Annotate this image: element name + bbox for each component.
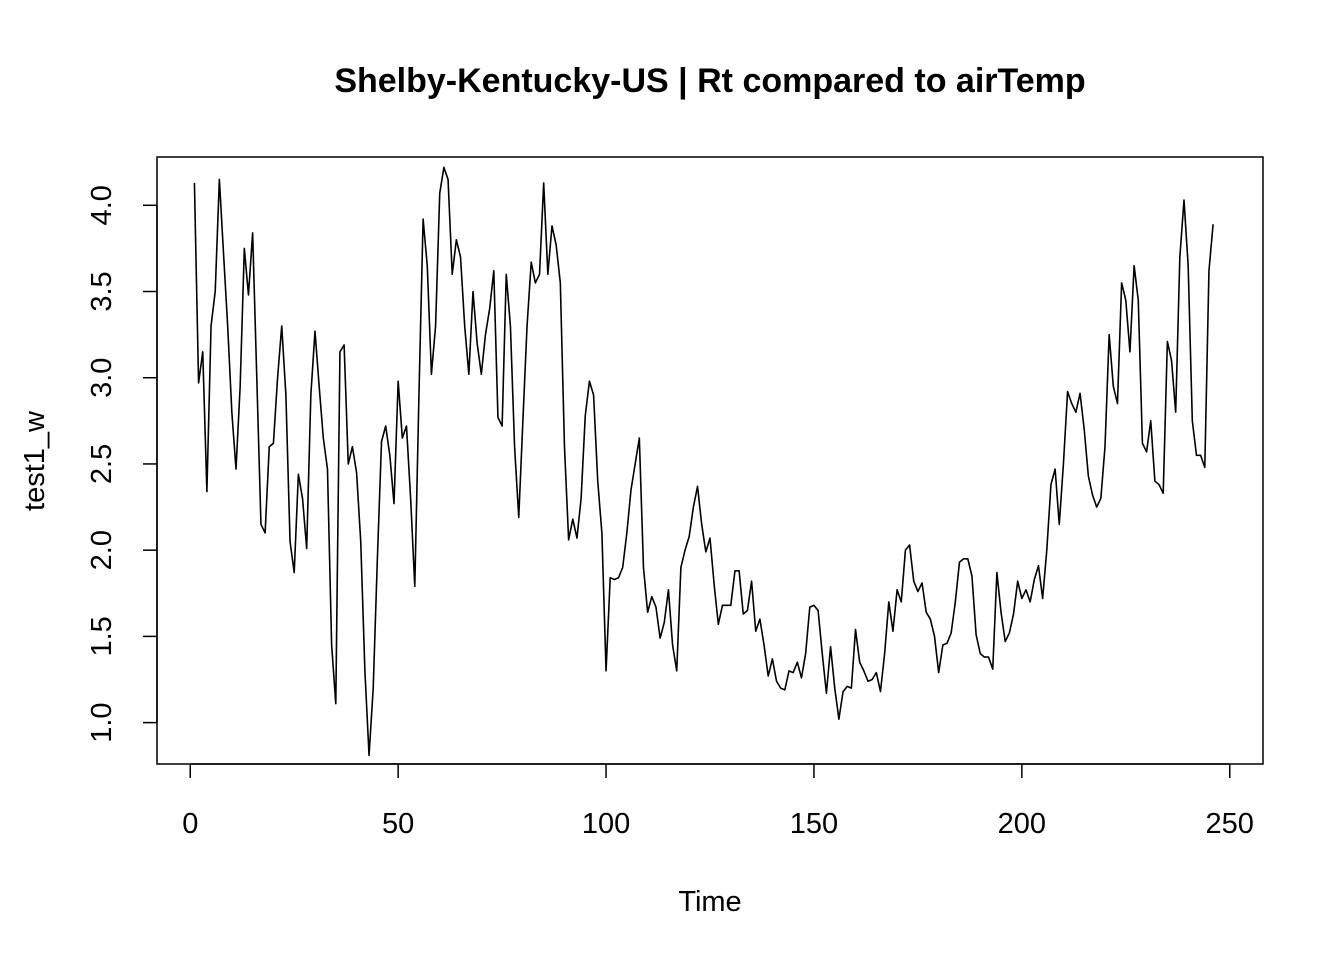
- y-tick-label: 4.0: [86, 185, 118, 225]
- series-layer: [193, 166, 1214, 757]
- y-tick-label: 2.0: [86, 530, 118, 570]
- series-line: [193, 166, 1214, 757]
- x-tick-label: 250: [1206, 808, 1254, 840]
- y-tick-label: 3.0: [86, 358, 118, 398]
- y-axis-label: test1_w: [19, 410, 51, 511]
- x-tick-label: 0: [182, 808, 198, 840]
- chart-title: Shelby-Kentucky-US | Rt compared to airT…: [334, 62, 1085, 100]
- x-tick-label: 200: [998, 808, 1046, 840]
- x-tick-label: 50: [382, 808, 414, 840]
- y-tick-label: 3.5: [86, 271, 118, 311]
- y-axis: 1.0 1.5 2.0 2.5 3.0 3.5 4.0: [86, 185, 158, 743]
- y-tick-label: 1.5: [86, 616, 118, 656]
- y-tick-label: 1.0: [86, 702, 118, 742]
- x-tick-label: 100: [582, 808, 630, 840]
- x-axis-label: Time: [678, 886, 741, 918]
- y-tick-label: 2.5: [86, 444, 118, 484]
- x-tick-label: 150: [790, 808, 838, 840]
- x-axis: 0 50 100 150 200 250: [182, 763, 1254, 840]
